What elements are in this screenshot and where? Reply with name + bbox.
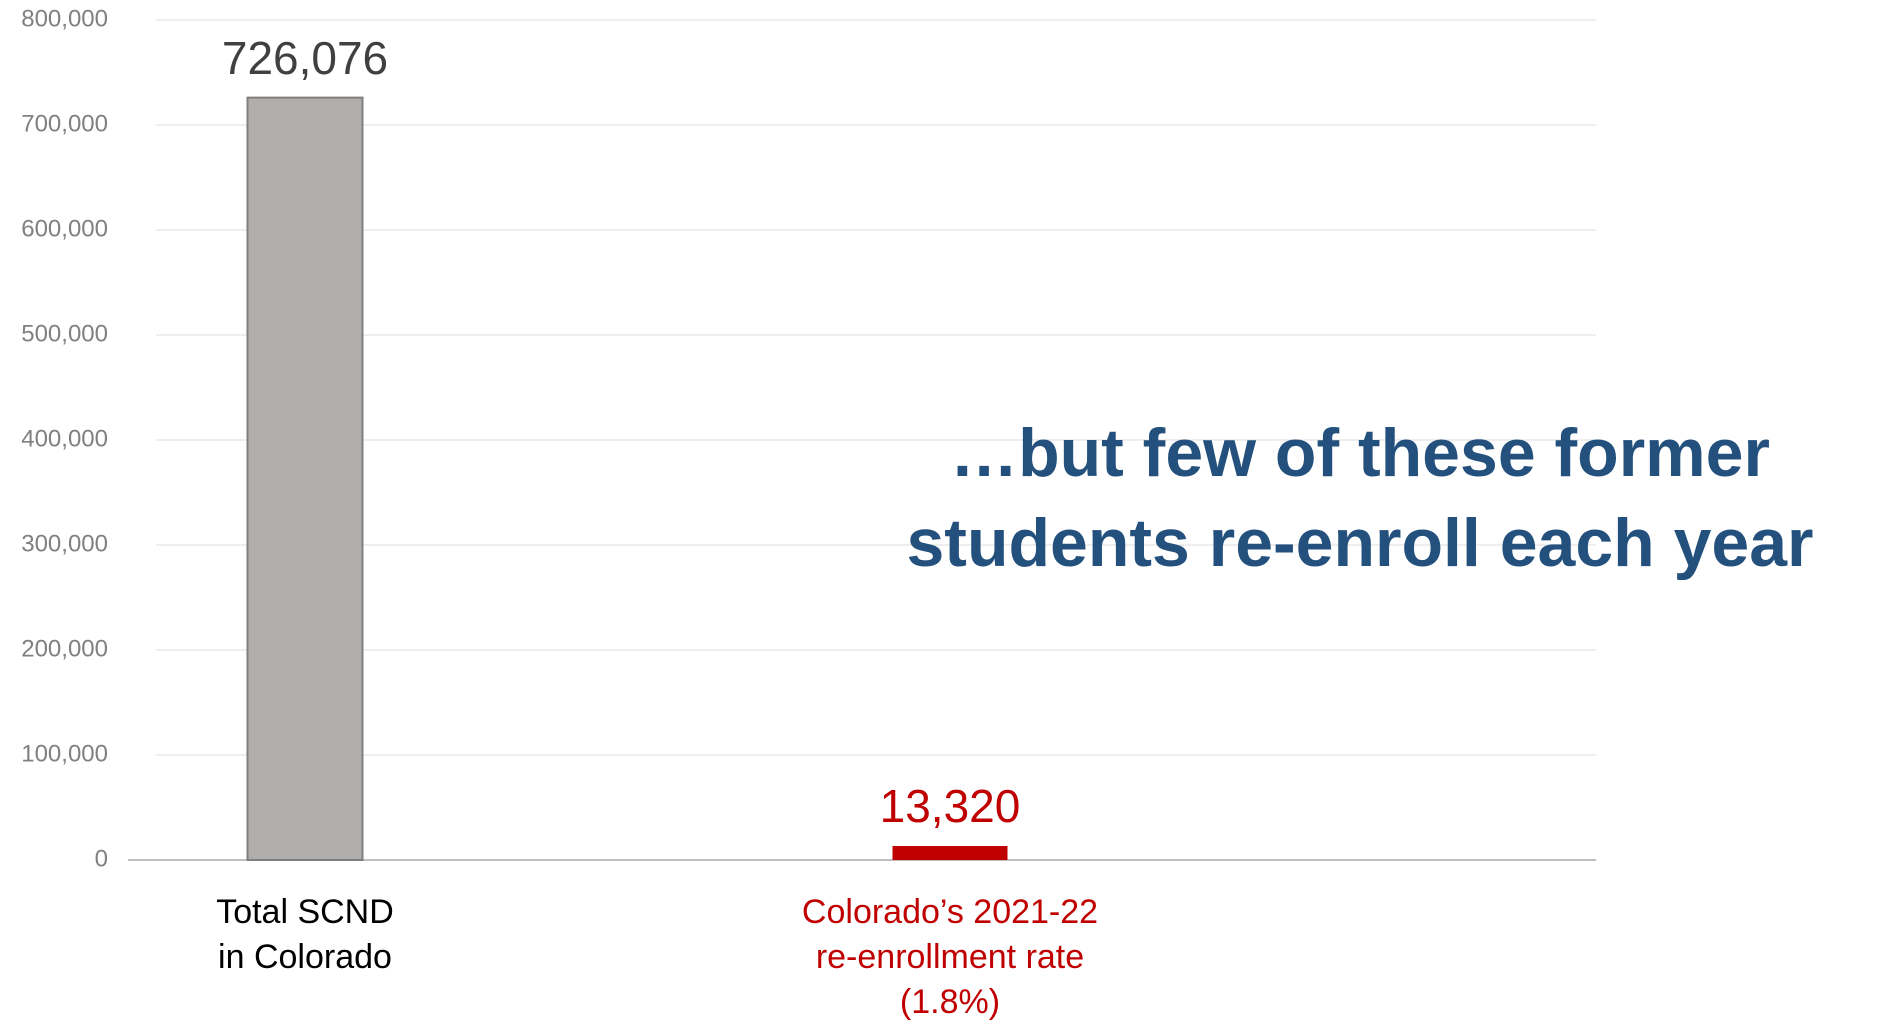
y-tick-label: 500,000 (21, 320, 108, 347)
y-tick-label: 0 (95, 845, 108, 872)
x-tick-label: Total SCND in Colorado (216, 893, 394, 976)
y-tick-label: 100,000 (21, 740, 108, 767)
y-tick-label: 400,000 (21, 425, 108, 452)
y-tick-label: 600,000 (21, 215, 108, 242)
y-tick-label: 300,000 (21, 530, 108, 557)
bar (892, 846, 1008, 860)
y-tick-label: 200,000 (21, 635, 108, 662)
x-tick-label: Colorado’s 2021-22 re-enrollment rate (1… (801, 893, 1099, 1021)
bar (246, 96, 364, 862)
annotation: …but few of these former students re-enr… (906, 415, 1814, 581)
value-label: 726,076 (222, 32, 388, 84)
y-tick-label: 800,000 (21, 5, 108, 32)
y-tick-label: 700,000 (21, 110, 108, 137)
value-label: 13,320 (880, 780, 1021, 832)
